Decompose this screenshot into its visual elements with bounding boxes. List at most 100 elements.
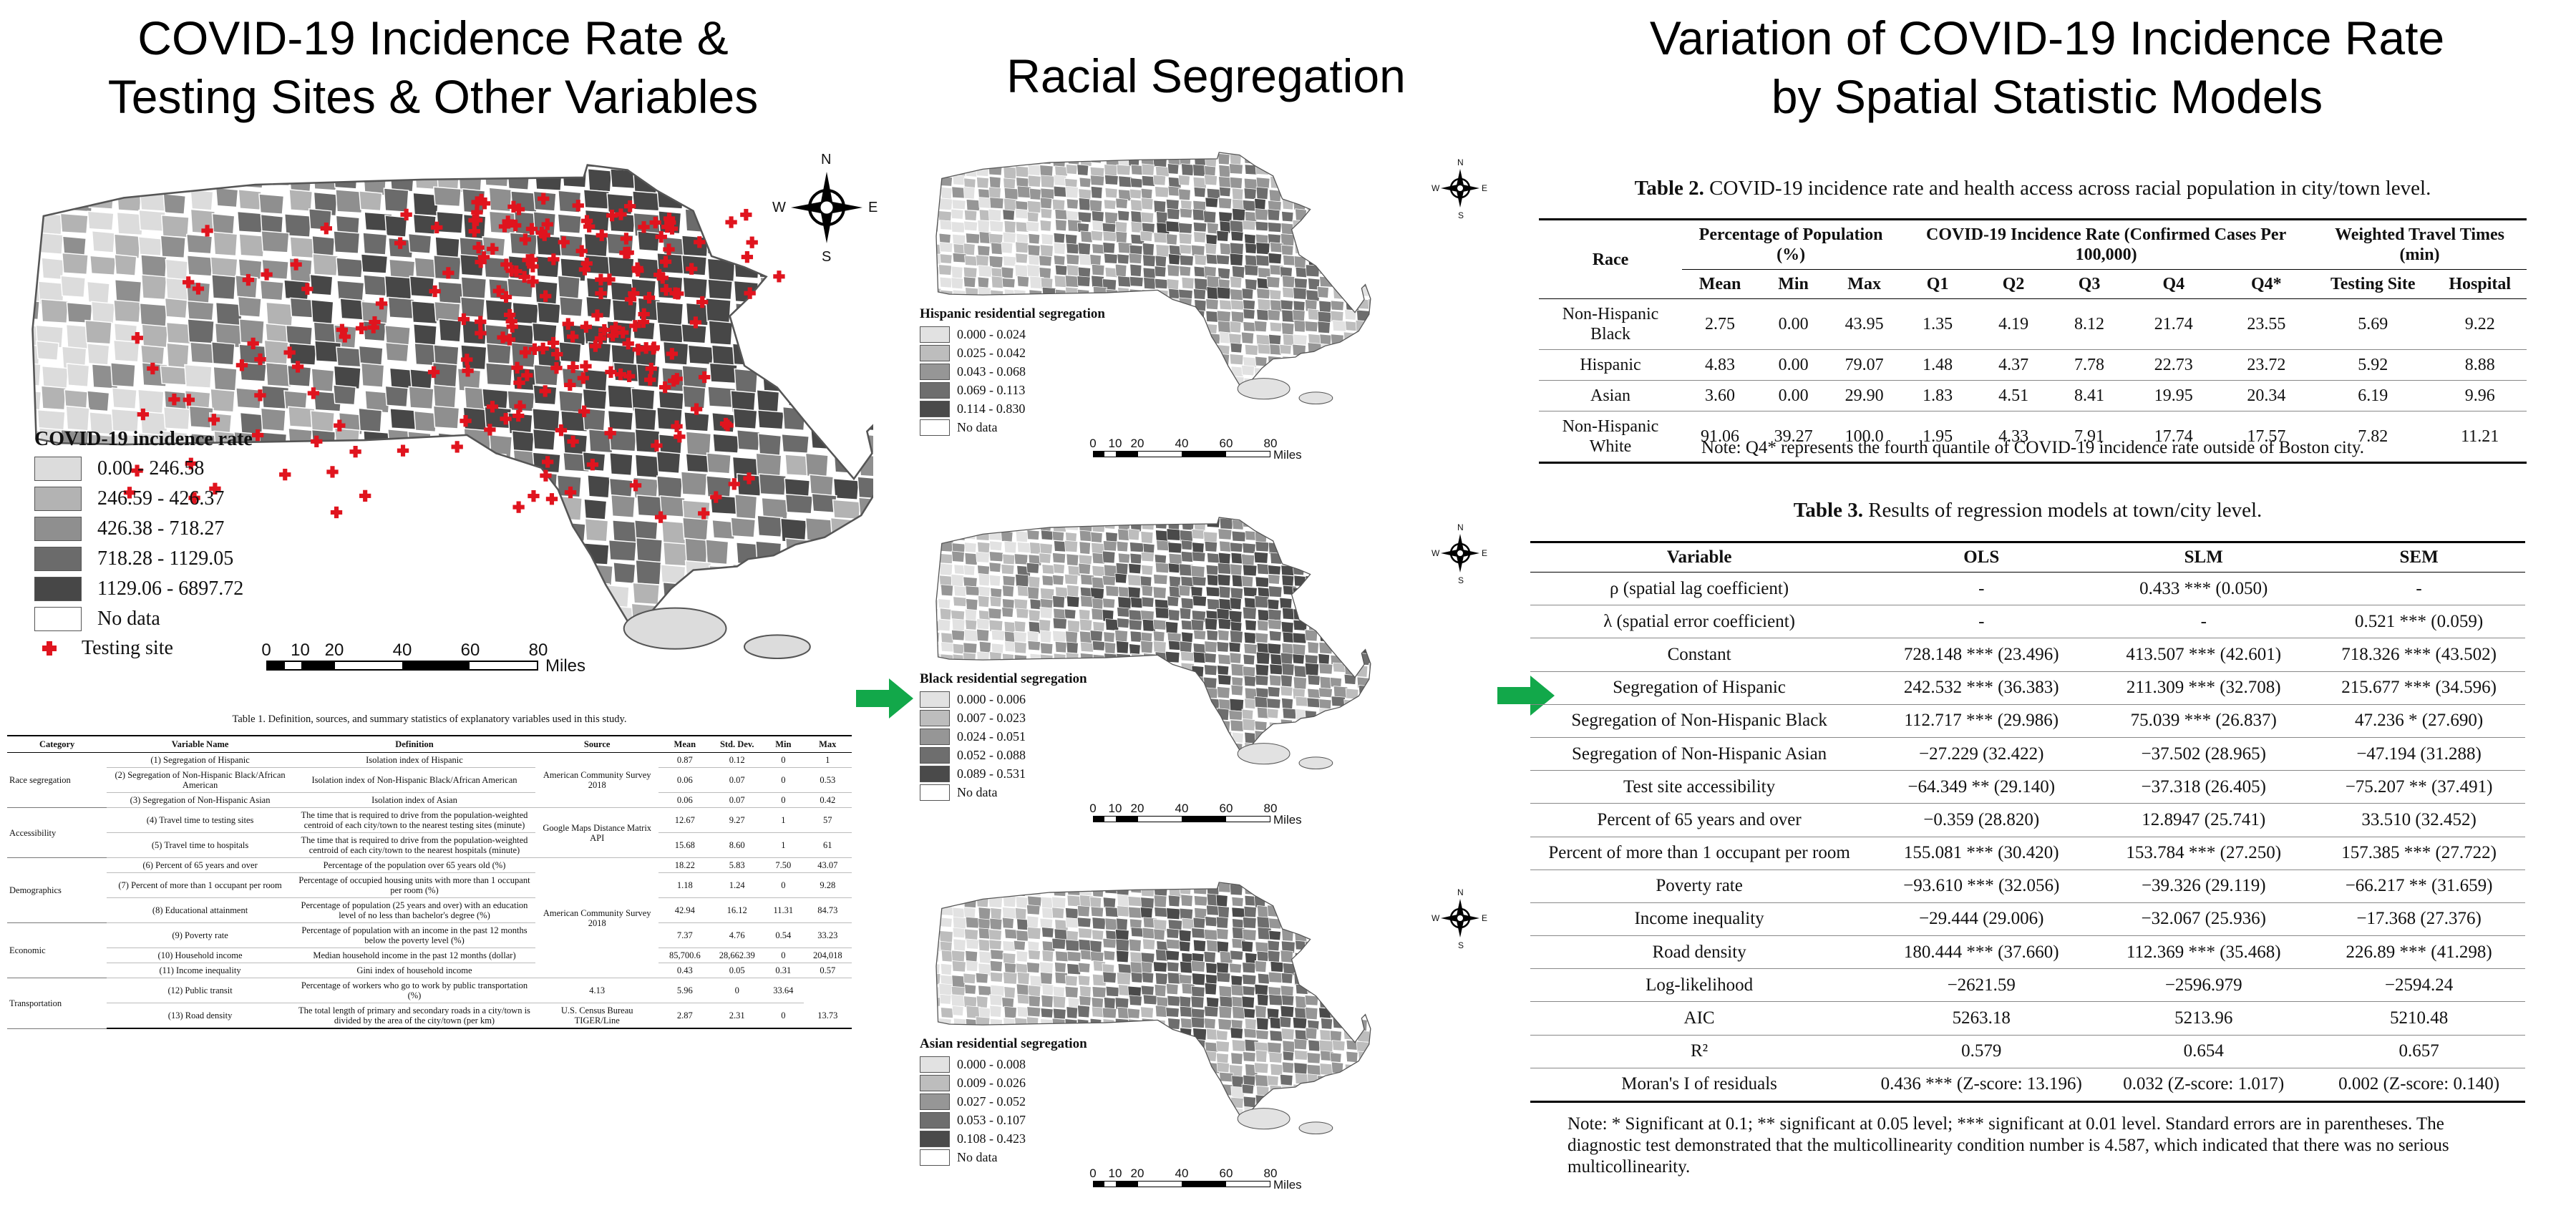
legend-label: 0.000 - 0.024: [957, 327, 1026, 341]
t1-sd: 0.07: [711, 792, 764, 808]
segregation-legend-item: No data: [920, 419, 1105, 436]
scale-tick: 60: [1219, 802, 1233, 815]
scale-tick-80: 80: [528, 640, 548, 660]
segregation-legend-item: 0.069 - 0.113: [920, 382, 1105, 399]
legend-swatch: [920, 401, 950, 417]
table-row: Hispanic 4.83 0.00 79.07 1.48 4.37 7.78 22.73 23…: [1539, 349, 2527, 381]
table3-caption-bold: Table 3.: [1793, 499, 1863, 522]
testing-site-marker: [334, 419, 346, 432]
testing-site-marker: [686, 263, 698, 275]
t3-cell: -: [1868, 572, 2095, 606]
segregation-legend-title: Black residential segregation: [920, 671, 1087, 686]
t2-cell: 29.90: [1829, 380, 1900, 411]
testing-site-marker: [468, 225, 480, 238]
legend-swatch: [34, 517, 82, 541]
t1-source: Google Maps Distance Matrix API: [535, 807, 659, 858]
segregation-legend-item: 0.052 - 0.088: [920, 747, 1087, 764]
table-row: Non-Hispanic Black 2.75 0.00 43.95 1.35 4.19 8…: [1539, 298, 2527, 350]
legend-label: 246.59 - 426.37: [97, 487, 225, 510]
testing-site-marker: [320, 223, 332, 235]
legend-label: 1129.06 - 6897.72: [97, 578, 244, 600]
scale-bar-small: 0 10 20 40 60 80 Miles: [1089, 437, 1301, 462]
testing-site-marker: [643, 291, 656, 304]
legend-swatch: [920, 1149, 950, 1166]
arrow-right-icon: [856, 678, 913, 719]
t3-cell: 112.717 *** (29.986): [1868, 704, 2095, 738]
table2-caption-rest: COVID-19 incidence rate and health acces…: [1703, 177, 2431, 200]
t1-variable: (9) Poverty rate: [107, 922, 293, 948]
t1-mean: 2.87: [658, 1003, 711, 1029]
testing-site-marker: [629, 320, 641, 332]
testing-site-marker: [598, 323, 611, 336]
t1-min: 7.50: [763, 857, 804, 873]
t3-cell: 0.654: [2094, 1035, 2313, 1068]
testing-site-marker: [487, 243, 499, 255]
testing-site-marker: [514, 400, 526, 412]
testing-site-marker: [427, 366, 440, 379]
testing-site-marker: [640, 342, 652, 354]
testing-site-marker: [123, 487, 136, 499]
testing-site-marker: [606, 329, 619, 342]
t1-sd: 4.76: [711, 922, 764, 948]
t2-cell: 17.74: [2127, 411, 2220, 464]
t1-sd: 16.12: [711, 897, 764, 923]
compass-n: N: [1457, 157, 1464, 167]
table-row: Transportation (12) Public transit Percent…: [7, 978, 852, 1029]
testing-site-marker: [658, 381, 671, 394]
table-row: AIC 5263.18 5213.96 5210.48: [1530, 1001, 2525, 1036]
scale-tick: 0: [1089, 802, 1097, 815]
t1-max: 61: [803, 832, 852, 858]
scale-unit: Miles: [1273, 813, 1302, 827]
testing-site-marker: [539, 385, 551, 397]
scale-unit: Miles: [1273, 1178, 1302, 1192]
testing-site-marker: [525, 223, 538, 235]
testing-site-marker: [615, 208, 627, 220]
testing-site-marker: [500, 413, 512, 425]
t2-cell: 100.0: [1829, 411, 1900, 464]
t3-variable: ρ (spatial lag coefficient): [1530, 572, 1869, 606]
segregation-legend-item: 0.000 - 0.006: [920, 691, 1087, 708]
covid-legend-title: COVID-19 incidence rate: [34, 428, 253, 450]
t1-definition: Percentage of the population over 65 yea…: [293, 857, 536, 873]
t3-header: Variable: [1530, 541, 1869, 573]
t3-cell: 155.081 *** (30.420): [1868, 837, 2095, 870]
t3-cell: −66.217 ** (31.659): [2313, 870, 2525, 903]
t1-definition: Percentage of population (25 years and o…: [293, 897, 536, 923]
t1-definition: Percentage of occupied housing units wit…: [293, 872, 536, 898]
testing-site-marker: [631, 262, 643, 274]
t1-min: 0: [763, 948, 804, 963]
testing-site-marker: [575, 245, 588, 257]
t2-cell: 4.19: [1975, 298, 2052, 350]
t1-definition: Isolation index of Hispanic: [293, 752, 536, 768]
testing-site-marker: [137, 408, 150, 421]
table2-note: Note: Q4* represents the fourth quantile…: [1701, 438, 2364, 457]
scale-tick: 0: [1089, 437, 1097, 450]
testing-site-marker: [535, 226, 548, 239]
table-row: Segregation of Non-Hispanic Asian −27.229…: [1530, 737, 2525, 771]
t2-subheader: Hospital: [2433, 269, 2527, 299]
table-row: (2) Segregation of Non-Hispanic Black/Af…: [7, 767, 852, 793]
t1-min: 0.54: [763, 922, 804, 948]
t3-header: SLM: [2094, 541, 2313, 573]
t2-cell: 1.95: [1900, 411, 1976, 464]
t1-mean: 42.94: [658, 897, 711, 923]
t3-cell: 0.521 *** (0.059): [2313, 605, 2525, 639]
segregation-legend-title: Asian residential segregation: [920, 1036, 1087, 1051]
table1-caption: Table 1. Definition, sources, and summar…: [232, 713, 627, 725]
scale-tick: 40: [1175, 1166, 1189, 1180]
t1-variable: (8) Educational attainment: [107, 897, 293, 923]
t1-variable: (12) Public transit: [107, 978, 293, 1003]
t1-variable: (4) Travel time to testing sites: [107, 807, 293, 833]
testing-site-marker: [526, 253, 538, 266]
t1-mean: 15.68: [658, 832, 711, 858]
covid-legend-item: 1129.06 - 6897.72: [34, 577, 253, 601]
t2-cell: 5.69: [2313, 298, 2434, 350]
compass-w: W: [1432, 183, 1440, 193]
t1-sd: 9.27: [711, 807, 764, 833]
t3-variable: Segregation of Non-Hispanic Asian: [1530, 737, 1869, 771]
t2-cell: 1.35: [1900, 298, 1976, 350]
covid-incidence-map: [31, 164, 873, 660]
t1-definition: Isolation index of Non-Hispanic Black/Af…: [293, 767, 536, 793]
testing-site-marker: [567, 361, 579, 374]
legend-label: 718.28 - 1129.05: [97, 547, 234, 570]
